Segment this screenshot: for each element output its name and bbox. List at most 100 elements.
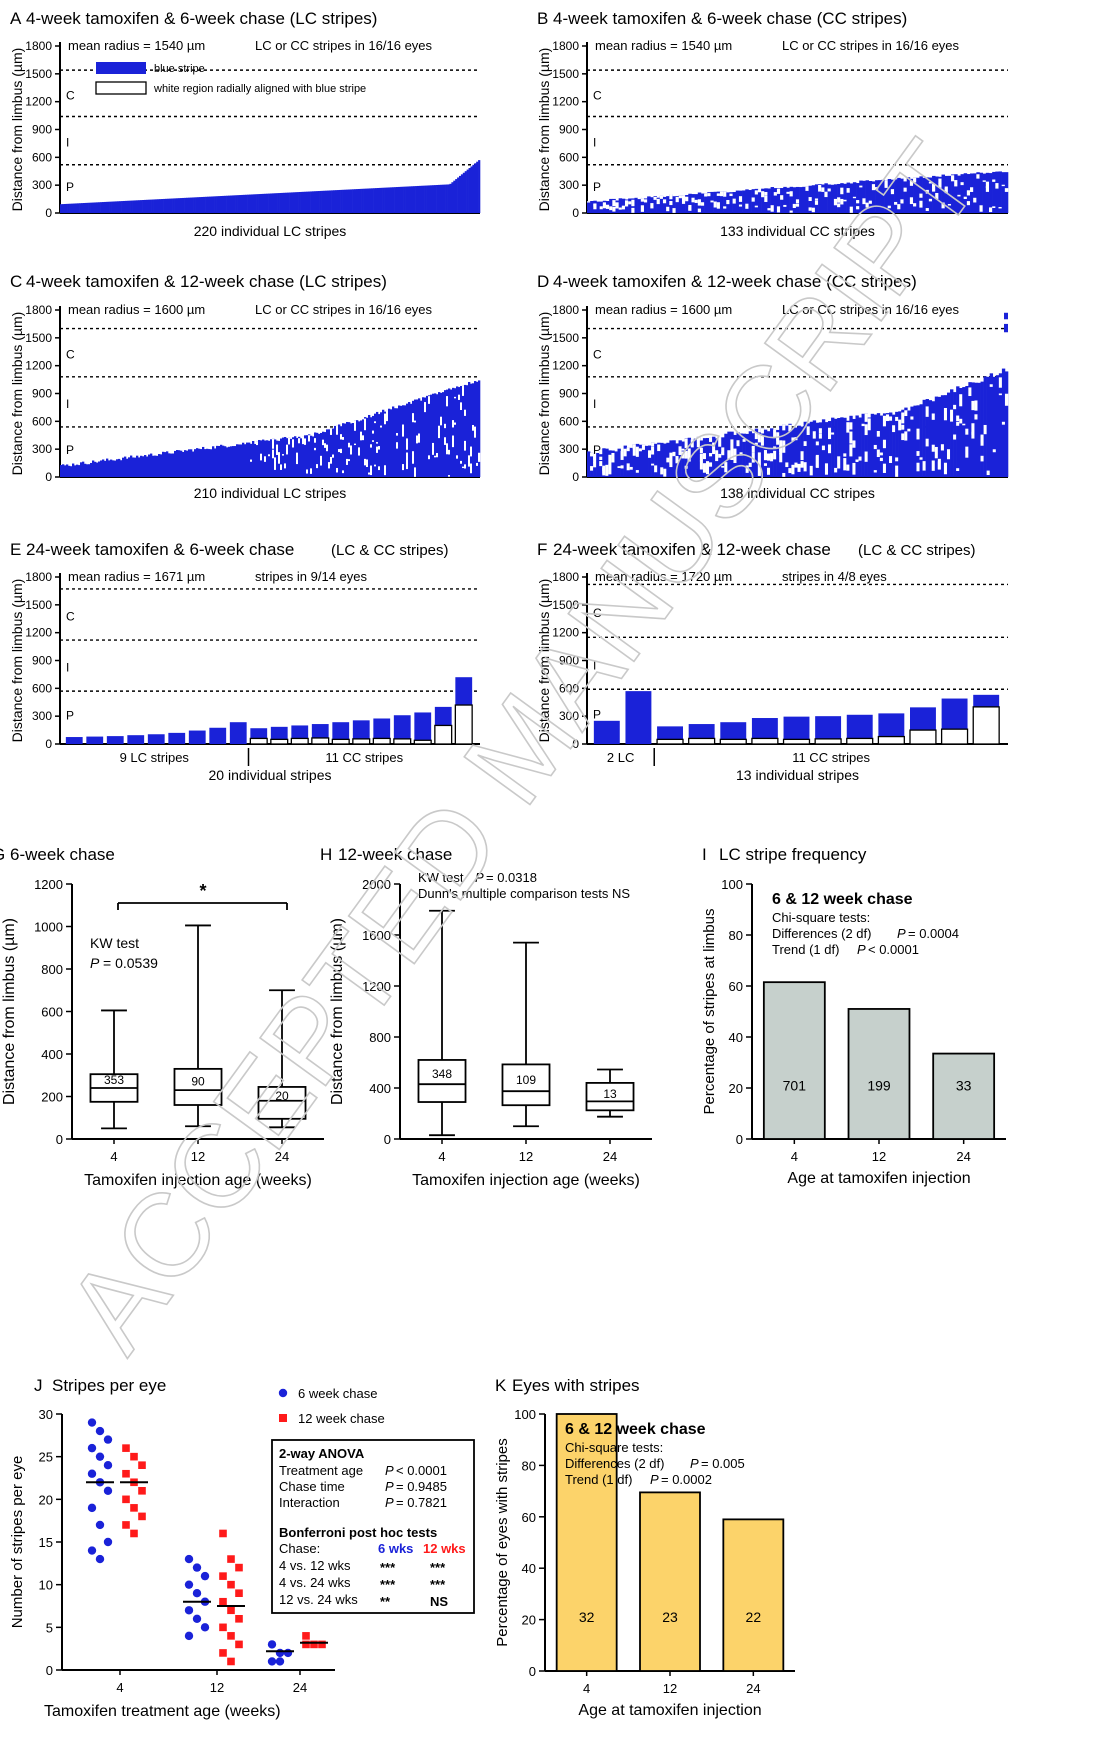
stripe-gap	[809, 465, 814, 476]
stripe-gap	[785, 462, 789, 468]
white-region-bar	[656, 738, 684, 745]
stripe-gap	[336, 425, 339, 435]
stripe-mark	[153, 199, 156, 213]
stripe-mark	[346, 421, 349, 477]
stripe-mark	[414, 399, 417, 477]
stripe-mark	[283, 192, 286, 213]
legend-text: = 0.0002	[661, 1472, 712, 1487]
stripe-mark	[249, 194, 252, 213]
stripe-mark	[196, 448, 199, 477]
stripe-mark	[178, 450, 181, 477]
stripe-gap	[354, 420, 357, 431]
stripe-gap	[691, 197, 695, 203]
stripe-gap	[370, 444, 373, 448]
stripe-gap	[723, 206, 727, 209]
stripe-mark	[254, 194, 257, 213]
stripe-gap	[959, 394, 963, 407]
stripe-gap	[340, 434, 343, 440]
stripe-mark	[432, 185, 435, 213]
stripe-mark	[81, 203, 84, 213]
stripe-mark	[776, 188, 781, 213]
stripe-mark	[934, 396, 939, 477]
stripe-gap	[659, 195, 664, 199]
stripe-gap	[910, 416, 914, 420]
blue-stripe-bar	[65, 737, 83, 744]
stripe-gap	[612, 200, 616, 207]
stripe-mark	[338, 189, 341, 213]
stripe-gap	[856, 206, 860, 210]
stripe-mark	[824, 422, 829, 477]
stripe-gap	[620, 465, 624, 469]
stripe-gap	[458, 394, 461, 400]
stripe-gap	[710, 200, 714, 203]
y-tick-label: 0	[572, 206, 579, 220]
stripe-mark	[119, 201, 122, 213]
blue-stripe-bar	[593, 720, 620, 744]
stripe-gap	[298, 438, 301, 444]
stripe-gap	[913, 203, 917, 207]
eyes-count-text: stripes in 9/14 eyes	[255, 569, 368, 584]
stripe-gap	[959, 418, 963, 424]
stripe-gap	[662, 199, 667, 204]
stripe-gap	[684, 450, 688, 459]
stripe-gap	[776, 188, 781, 194]
stripe-mark	[470, 166, 473, 213]
y-tick-label: 1200	[552, 95, 579, 109]
stripe-gap	[302, 436, 305, 445]
stripe-gap	[834, 467, 838, 473]
stripe-gap	[761, 191, 765, 198]
stripe-mark	[138, 457, 141, 477]
stripe-mark	[466, 385, 469, 477]
stripe-gap	[852, 462, 856, 475]
y-tick-label: 300	[559, 178, 579, 192]
stripe-mark	[146, 456, 149, 477]
zone-label-c: C	[66, 88, 75, 102]
stripe-mark	[456, 386, 459, 477]
stripe-mark	[361, 188, 364, 213]
stripe-gap	[757, 463, 762, 476]
stripe-mark	[202, 446, 205, 477]
data-point-6wk	[87, 1443, 97, 1453]
posthoc-row-label: 4 vs. 12 wks	[279, 1558, 351, 1573]
stripe-mark	[476, 161, 479, 213]
stripe-gap	[843, 453, 847, 457]
zone-label-i: I	[593, 658, 596, 672]
stripe-gap	[593, 203, 597, 207]
stripe-mark	[931, 401, 936, 477]
stripe-mark	[367, 188, 370, 213]
stripe-gap	[292, 439, 295, 448]
blue-stripe-bar	[147, 734, 165, 744]
stripe-mark	[243, 194, 246, 213]
stripe-gap	[855, 459, 859, 463]
stripe-gap	[314, 438, 317, 443]
stripe-mark	[350, 189, 353, 213]
data-point-12wk	[122, 1521, 130, 1529]
stripe-gap	[989, 207, 993, 213]
stripe-mark	[156, 455, 159, 477]
stripe-mark	[254, 443, 257, 477]
stripe-gap	[587, 201, 591, 203]
stripe-mark	[314, 432, 317, 477]
stripe-mark	[364, 417, 367, 477]
stripe-gap	[1004, 188, 1009, 192]
y-axis-label: Number of stripes per eye	[9, 1456, 26, 1629]
stripe-gap	[935, 193, 939, 200]
y-axis-label: Distance from limbus (µm)	[329, 918, 346, 1105]
stripe-mark	[960, 174, 964, 213]
anova-row-label: Treatment age	[279, 1463, 363, 1478]
stripe-mark	[392, 406, 395, 477]
stripe-gap	[971, 400, 975, 411]
stripe-mark	[992, 376, 997, 477]
stripe-mark	[344, 189, 347, 213]
stripe-mark	[90, 462, 93, 477]
stripe-gap	[678, 446, 682, 455]
stripe-gap	[276, 444, 279, 454]
stripe-gap	[932, 183, 936, 187]
stripe-gap	[889, 416, 893, 421]
stripe-mark	[63, 203, 67, 213]
x-axis-label: Age at tamoxifen injection	[578, 1702, 761, 1719]
stripe-mark	[73, 203, 76, 213]
stripe-mark	[946, 392, 951, 477]
stripe-mark	[712, 436, 716, 477]
